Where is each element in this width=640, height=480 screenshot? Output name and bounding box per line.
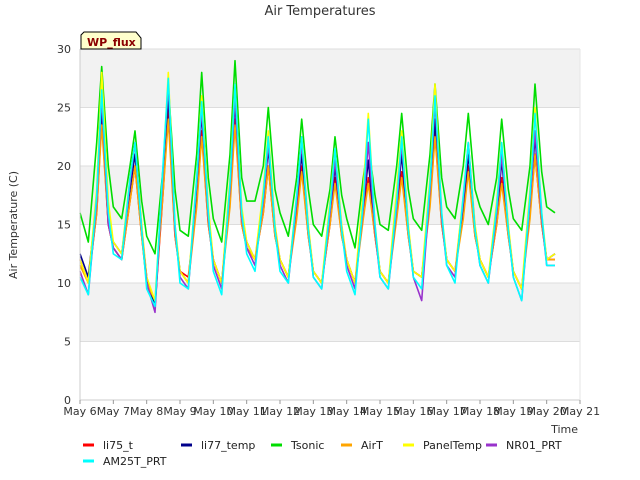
x-tick-label: May 15 bbox=[360, 405, 400, 418]
x-tick-label: May 16 bbox=[393, 405, 433, 418]
y-tick-label: 0 bbox=[64, 394, 71, 407]
plot-band bbox=[80, 49, 580, 108]
legend-label: PanelTemp bbox=[423, 439, 482, 452]
legend-item-li77_temp: li77_temp bbox=[181, 439, 255, 452]
y-tick-label: 5 bbox=[64, 336, 71, 349]
x-tick-label: May 19 bbox=[493, 405, 533, 418]
x-tick-label: May 20 bbox=[527, 405, 567, 418]
chart-title: Air Temperatures bbox=[264, 4, 375, 19]
y-tick-label: 25 bbox=[57, 102, 71, 115]
y-tick-label: 15 bbox=[57, 219, 71, 232]
legend-label: li75_t bbox=[103, 439, 134, 452]
site-label-background bbox=[80, 31, 142, 50]
y-tick-label: 30 bbox=[57, 43, 71, 56]
plot-band bbox=[80, 283, 580, 342]
legend-label: AM25T_PRT bbox=[103, 455, 167, 468]
series-lines bbox=[79, 59, 556, 314]
x-tick-label: May 12 bbox=[260, 405, 300, 418]
site-label-box: WP_flux bbox=[80, 31, 142, 50]
y-tick-labels: 0 5 10 15 20 25 30 bbox=[57, 43, 71, 407]
y-tick-label: 20 bbox=[57, 160, 71, 173]
y-axis-label: Air Temperature (C) bbox=[7, 171, 20, 279]
x-tick-label: May 13 bbox=[293, 405, 333, 418]
y-tick-label: 10 bbox=[57, 277, 71, 290]
legend-item-Tsonic: Tsonic bbox=[271, 439, 324, 452]
x-tick-label: May 7 bbox=[97, 405, 130, 418]
legend-item-li75_t: li75_t bbox=[83, 439, 134, 452]
x-tick-label: May 18 bbox=[460, 405, 500, 418]
x-tick-label: May 21 bbox=[560, 405, 600, 418]
site-label: WP_flux bbox=[87, 36, 136, 49]
legend-item-AM25T_PRT: AM25T_PRT bbox=[83, 455, 167, 468]
x-tick-label: May 6 bbox=[63, 405, 96, 418]
legend-item-NR01_PRT: NR01_PRT bbox=[486, 439, 562, 452]
x-tick-label: May 14 bbox=[327, 405, 367, 418]
x-tick-label: May 11 bbox=[227, 405, 267, 418]
x-axis-label: Time bbox=[550, 423, 578, 436]
legend-label: NR01_PRT bbox=[506, 439, 562, 452]
axes bbox=[79, 49, 581, 401]
x-tick-label: May 17 bbox=[427, 405, 467, 418]
x-tick-label: May 10 bbox=[193, 405, 233, 418]
series-line-AM25T_PRT bbox=[79, 77, 555, 308]
legend-label: Tsonic bbox=[290, 439, 324, 452]
legend-item-AirT: AirT bbox=[341, 439, 383, 452]
x-tick-label: May 9 bbox=[163, 405, 196, 418]
legend: li75_t li77_temp Tsonic AirT PanelTemp NR01_P… bbox=[83, 439, 562, 468]
legend-label: li77_temp bbox=[201, 439, 255, 452]
legend-label: AirT bbox=[361, 439, 383, 452]
x-tick-label: May 8 bbox=[130, 405, 163, 418]
legend-item-PanelTemp: PanelTemp bbox=[403, 439, 482, 452]
